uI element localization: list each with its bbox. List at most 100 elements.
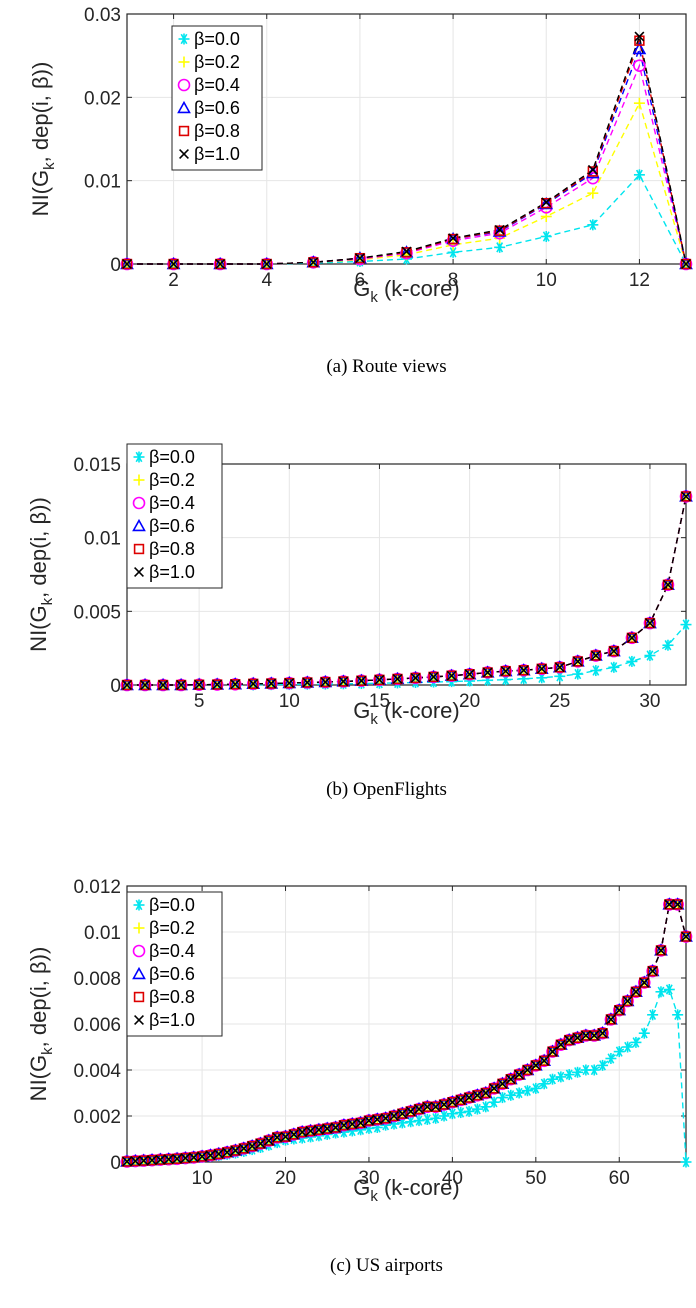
data-point [455,1094,466,1105]
data-point [681,931,691,942]
data-point [438,1110,450,1122]
data-point [587,166,599,177]
data-point [230,679,241,690]
data-point [168,259,179,269]
data-point [313,1124,324,1135]
data-point [288,1129,299,1140]
data-point [597,1059,609,1071]
data-point [639,977,650,988]
data-point [472,1090,483,1101]
data-point [655,986,667,998]
y-tick-label: 0 [110,676,121,697]
data-point [261,258,272,270]
y-tick-label: 0.006 [73,1015,121,1036]
x-tick-label: 30 [358,1168,379,1189]
data-point [663,579,673,590]
data-point [389,1111,399,1121]
data-point [439,1099,450,1110]
x-axis-label: Gk (k-core) [353,698,460,728]
data-point [630,986,641,997]
data-point [263,1135,274,1146]
data-point [374,674,385,686]
data-point [536,663,547,674]
data-point [539,1055,550,1066]
data-point [172,1153,183,1164]
data-point [633,169,645,181]
data-point [428,671,439,682]
data-point [572,656,583,667]
y-axis-label: NI(Gk, dep(i, β)) [26,497,56,652]
data-point [522,1065,533,1075]
series-markers-4 [121,491,692,691]
y-tick-label: 0.01 [84,529,121,550]
data-point [564,1035,575,1046]
legend-marker [177,78,191,92]
data-point [541,197,552,208]
data-point [266,678,277,689]
data-point [272,1132,283,1143]
data-point [521,1085,533,1097]
data-point [197,1151,208,1162]
y-axis-label: NI(Gk, dep(i, β)) [26,947,56,1102]
data-point [447,233,459,245]
x-tick-label: 15 [369,691,390,712]
y-tick-label: 0 [110,255,121,276]
data-point [608,646,619,657]
chart-panel-1: 2 4 6 8 10 1200.010.020.03β=0.0β=0.2β=0.4β=0.… [28,5,693,377]
data-point [284,678,295,689]
data-point [613,1046,625,1058]
data-point [392,673,403,685]
data-point [492,224,507,237]
data-point [247,1141,258,1152]
legend-marker [132,944,146,958]
data-point [496,1092,508,1104]
figure-caption: (a) Route views [326,356,446,377]
data-point [500,665,511,677]
data-point [213,1148,224,1159]
data-point [572,668,584,680]
data-point [680,491,692,502]
data-point [421,1113,433,1125]
data-point [158,680,169,690]
legend: β=0.0 β=0.2 β=0.4 β=0.6 β=0.8 β=1.0 [126,443,223,589]
series-markers-5 [122,31,691,269]
data-point [446,670,457,681]
data-point [587,187,599,199]
data-point [608,661,620,673]
data-point [168,258,179,270]
legend-marker [178,56,190,68]
legend: β=0.0 β=0.2 β=0.4 β=0.6 β=0.8 β=1.0 [171,25,263,171]
data-point [121,679,133,691]
data-point [538,1078,550,1090]
data-point [493,226,506,240]
x-axis-label: Gk (k-core) [353,1175,460,1205]
legend-label: β=0.6 [149,964,195,984]
data-point [480,1088,491,1098]
data-point [662,639,674,651]
x-tick-label: 2 [168,270,179,291]
data-point [194,679,205,690]
data-point [494,225,505,236]
data-point [655,945,667,956]
legend-marker [133,543,145,555]
x-tick-label: 30 [639,691,660,712]
data-point [214,258,226,270]
legend-marker [134,1015,144,1025]
data-point [518,665,529,676]
x-tick-label: 60 [609,1168,630,1189]
legend-label: β=0.0 [194,29,240,49]
data-point [308,257,319,268]
data-point [176,680,187,690]
data-point [354,252,366,264]
legend-label: β=0.6 [194,98,240,118]
data-point [614,1004,625,1016]
data-point [347,1119,358,1130]
data-point [656,945,666,956]
data-point [614,1005,625,1016]
x-tick-label: 8 [448,270,459,291]
data-point [513,1087,525,1099]
data-point [541,197,552,209]
y-tick-label: 0.012 [73,877,121,898]
data-point [175,679,187,691]
